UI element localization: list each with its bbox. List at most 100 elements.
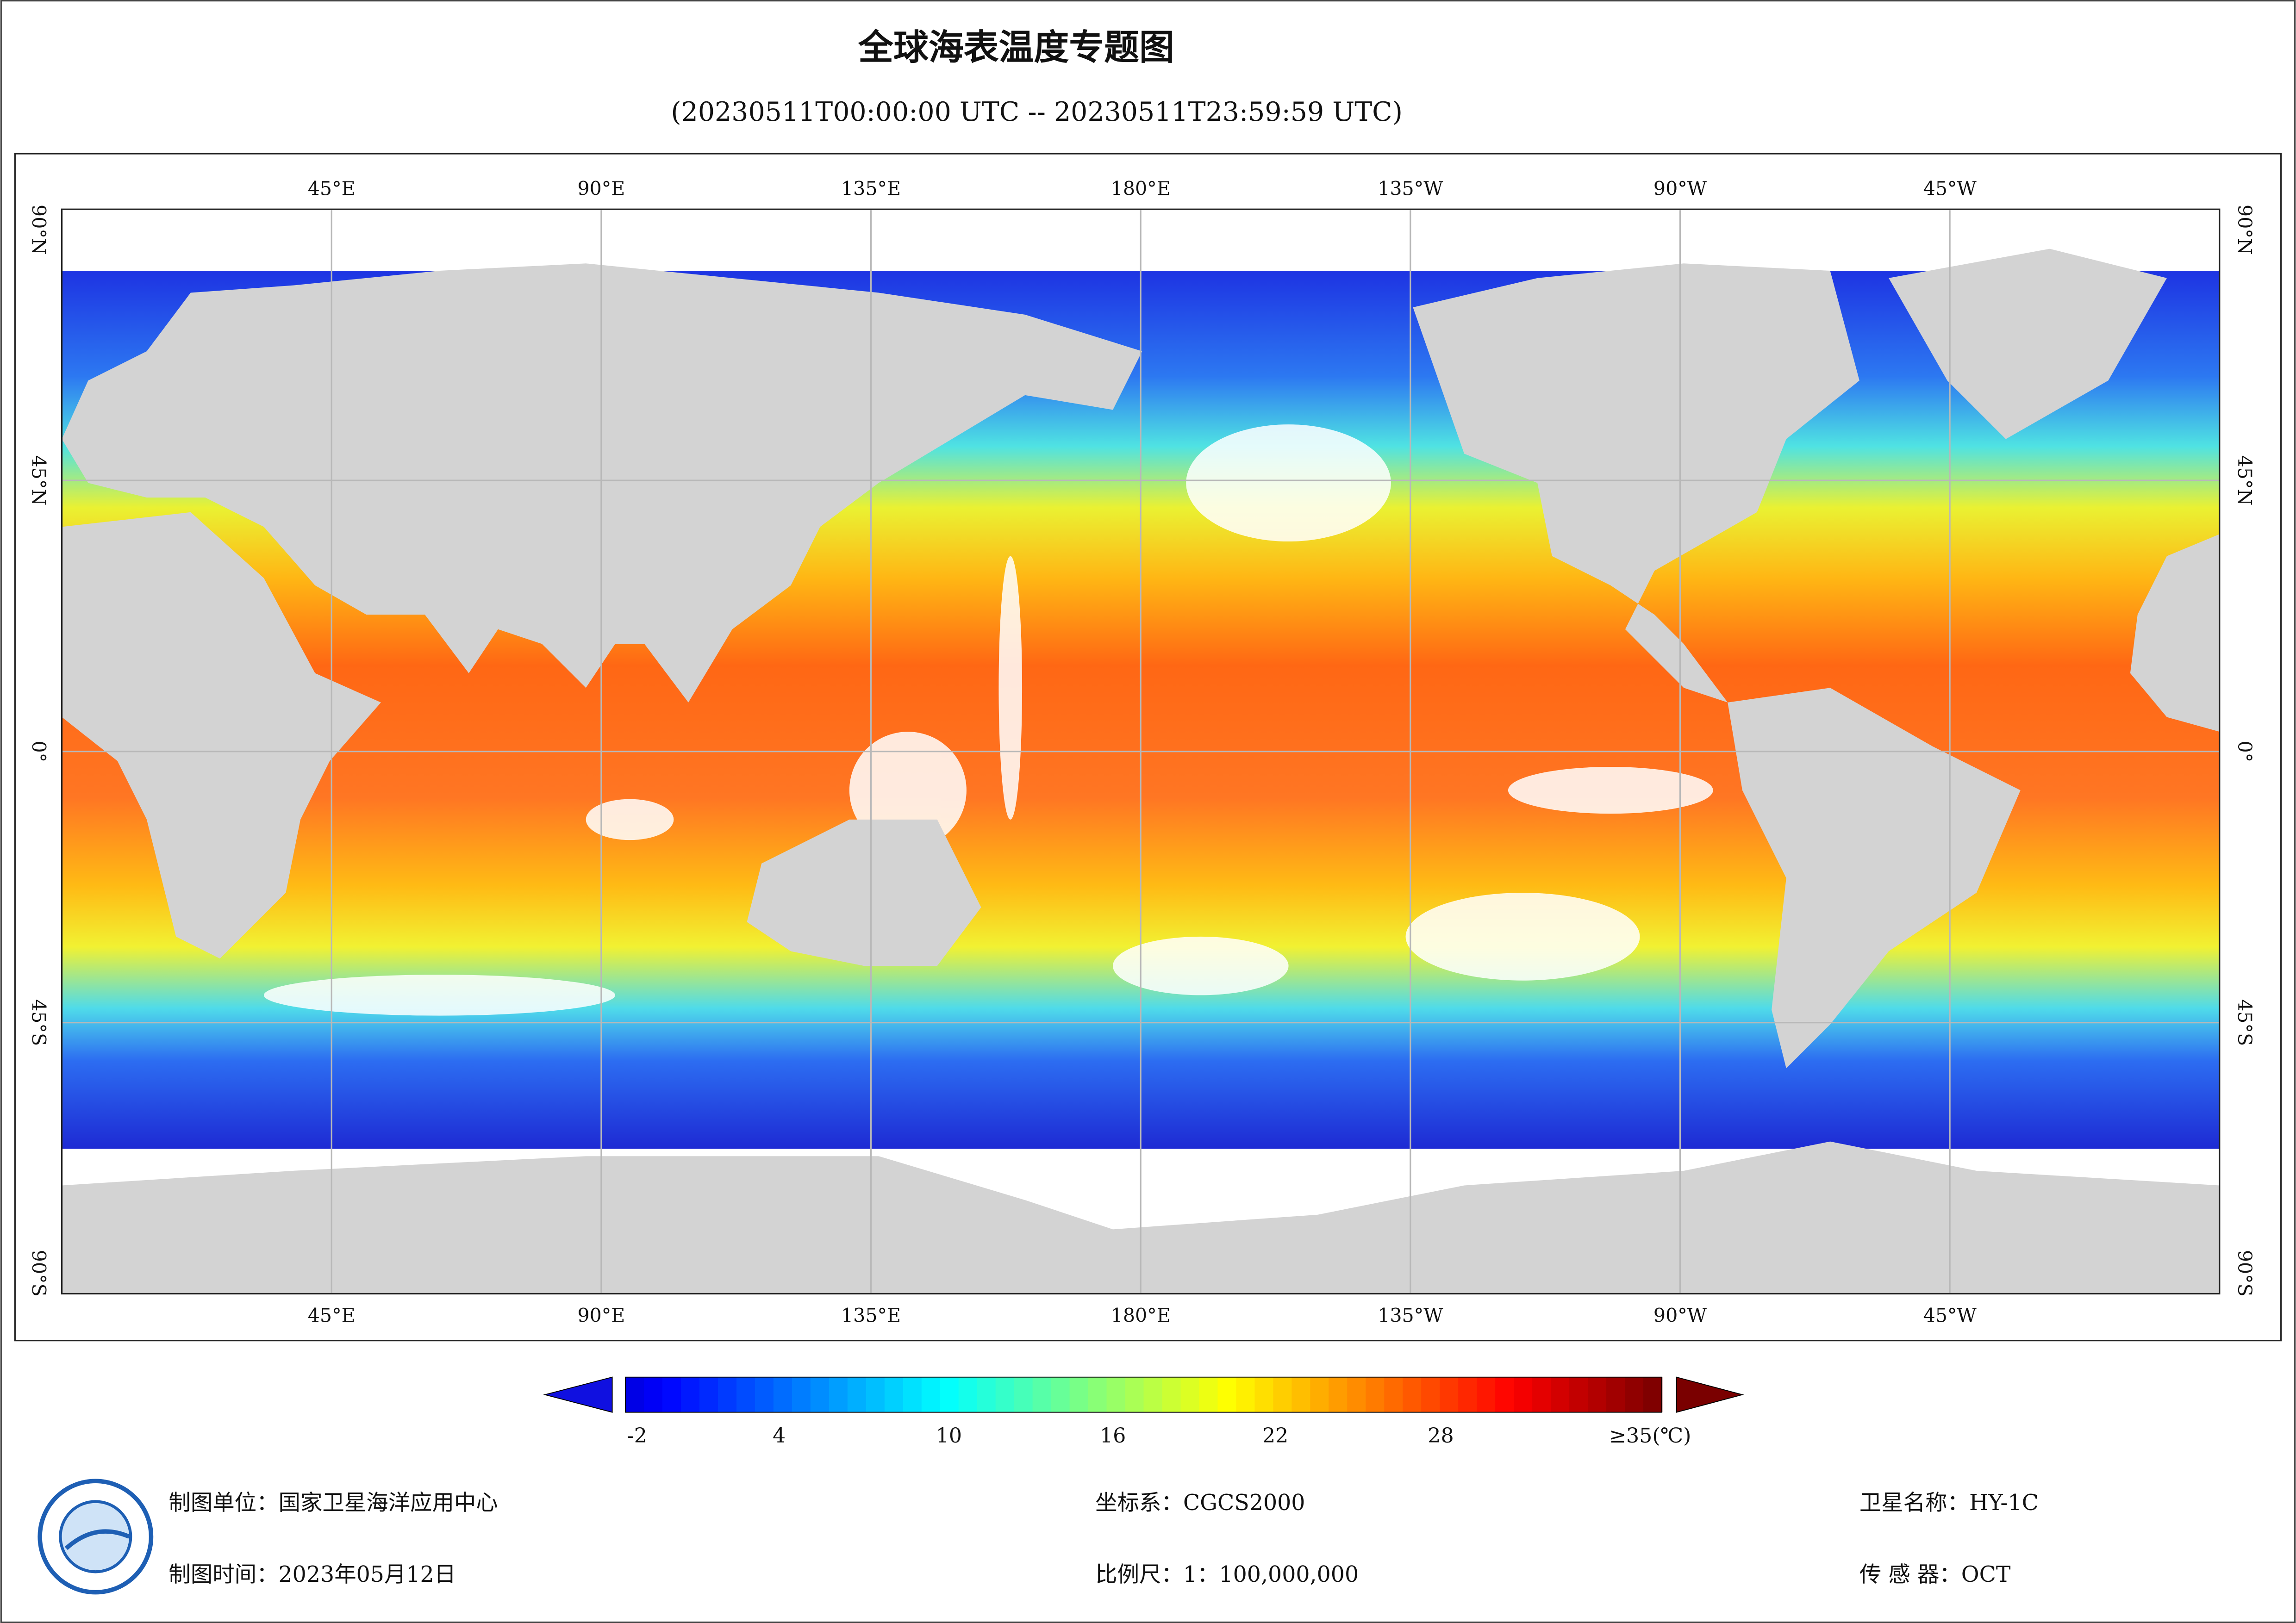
colorbar-high-arrow [1676,1376,1744,1413]
colorbar-step [1310,1377,1329,1412]
colorbar-step [755,1377,774,1412]
colorbar-step [1384,1377,1404,1412]
colorbar-step [1477,1377,1496,1412]
lon-label-bottom: 90°W [1653,1305,1707,1327]
colorbar-step [1458,1377,1478,1412]
colorbar: -2 4 10 16 22 28 ≥35(℃) [543,1376,1744,1448]
colorbar-step [1273,1377,1292,1412]
colorbar-step [1532,1377,1552,1412]
colorbar-step [1254,1377,1274,1412]
map [61,208,2221,1295]
lat-label-right: 45°N [2234,455,2256,506]
lon-label-top: 90°W [1653,178,1707,200]
graticule [62,209,2220,1294]
lon-label-top: 45°W [1923,178,1977,200]
colorbar-step [829,1377,849,1412]
footer-satellite: 卫星名称：HY-1C [1859,1490,2039,1516]
lat-label-left: 45°N [27,455,50,506]
colorbar-tick-label: -2 [627,1424,647,1448]
colorbar-step [662,1377,682,1412]
colorbar-step [1403,1377,1422,1412]
lat-label-right: 0° [2234,740,2256,762]
colorbar-step [1588,1377,1607,1412]
colorbar-step [1180,1377,1200,1412]
colorbar-step [810,1377,830,1412]
logo-orbit [64,1529,130,1550]
colorbar-step [644,1377,663,1412]
lon-label-top: 135°E [841,178,901,200]
colorbar-step [1051,1377,1070,1412]
colorbar-step [1514,1377,1533,1412]
colorbar-step [1625,1377,1644,1412]
lon-label-bottom: 45°E [308,1305,356,1327]
colorbar-step [866,1377,886,1412]
colorbar-step [1329,1377,1348,1412]
lon-label-bottom: 135°W [1378,1305,1443,1327]
colorbar-step [1014,1377,1033,1412]
footer-unit: 制图单位：国家卫星海洋应用中心 [168,1490,498,1516]
lon-label-bottom: 45°W [1923,1305,1977,1327]
title: 全球海表温度专题图 [858,27,1174,68]
footer-scale: 比例尺：1：100,000,000 [1095,1562,1359,1587]
colorbar-step [1495,1377,1515,1412]
colorbar-step [1551,1377,1570,1412]
colorbar-step [718,1377,737,1412]
colorbar-step [1199,1377,1218,1412]
lon-label-top: 135°W [1378,178,1443,200]
colorbar-tick-label: 28 [1428,1424,1454,1448]
colorbar-border [625,1376,1662,1413]
colorbar-step [1088,1377,1107,1412]
colorbar-step [1643,1377,1663,1412]
colorbar-step [1032,1377,1052,1412]
colorbar-step [1143,1377,1163,1412]
footer-sensor: 传 感 器：OCT [1859,1562,2011,1587]
colorbar-step [1421,1377,1441,1412]
lat-label-left: 90°S [27,1250,50,1297]
lon-label-top: 90°E [577,178,625,200]
colorbar-step [680,1377,700,1412]
footer-date: 制图时间：2023年05月12日 [168,1562,456,1587]
colorbar-step [1569,1377,1589,1412]
map-border [61,208,2221,1295]
colorbar-step [940,1377,959,1412]
colorbar-step [1106,1377,1126,1412]
lat-label-right: 45°S [2234,999,2256,1046]
colorbar-step [736,1377,756,1412]
lon-label-top: 180°E [1111,178,1171,200]
colorbar-step [1236,1377,1255,1412]
colorbar-step [1125,1377,1144,1412]
lon-label-top: 45°E [308,178,356,200]
logo [37,1479,154,1595]
colorbar-step [699,1377,719,1412]
colorbar-step [1347,1377,1366,1412]
colorbar-step [1292,1377,1311,1412]
colorbar-step [1366,1377,1385,1412]
colorbar-step [884,1377,904,1412]
lon-label-bottom: 135°E [841,1305,901,1327]
colorbar-tick-label: 4 [773,1424,786,1448]
lat-label-left: 0° [27,740,50,762]
colorbar-low-arrow [543,1376,613,1413]
footer-crs: 坐标系：CGCS2000 [1095,1490,1305,1516]
colorbar-step [847,1377,867,1412]
colorbar-step [995,1377,1015,1412]
colorbar-tick-label: ≥35(℃) [1609,1424,1691,1448]
colorbar-step [977,1377,996,1412]
colorbar-step [773,1377,793,1412]
lat-label-right: 90°N [2234,205,2256,255]
coordinate-labels: 45°E 45°E 90°E 90°E 135°E 135°E 180°E 180°E 135°… [27,178,2256,1327]
colorbar-step [1069,1377,1089,1412]
colorbar-tick-label: 16 [1100,1424,1126,1448]
colorbar-step [1440,1377,1459,1412]
colorbar-step [921,1377,941,1412]
colorbar-step [958,1377,978,1412]
colorbar-step [1162,1377,1181,1412]
colorbar-step [1606,1377,1626,1412]
subtitle: (20230511T00:00:00 UTC -- 20230511T23:59… [671,97,1402,127]
lat-label-left: 45°S [27,999,50,1046]
colorbar-step [1217,1377,1237,1412]
lon-label-bottom: 180°E [1111,1305,1171,1327]
colorbar-tick-label: 22 [1262,1424,1288,1448]
colorbar-step [625,1377,645,1412]
